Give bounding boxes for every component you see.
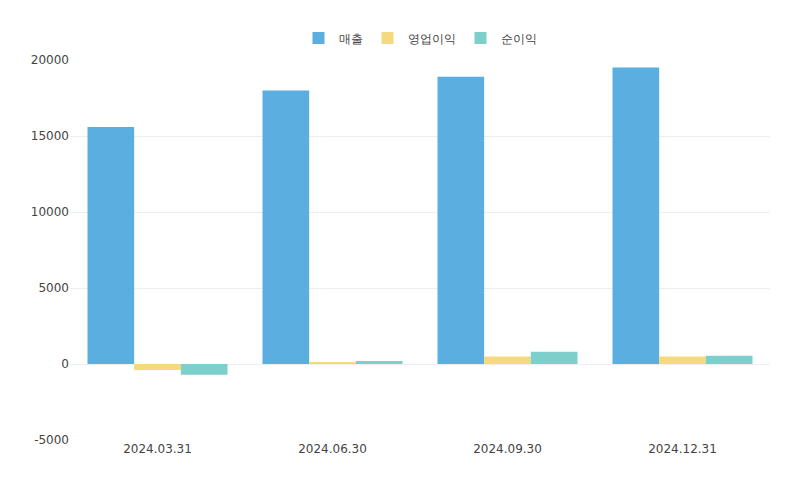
- svg-text:순이익: 순이익: [501, 32, 537, 46]
- svg-text:2024.06.30: 2024.06.30: [298, 442, 367, 456]
- svg-text:5000: 5000: [38, 281, 69, 295]
- svg-text:20000: 20000: [31, 53, 69, 67]
- svg-text:2024.12.31: 2024.12.31: [648, 442, 717, 456]
- svg-text:매출: 매출: [339, 32, 363, 46]
- svg-text:2024.09.30: 2024.09.30: [473, 442, 542, 456]
- svg-text:2024.03.31: 2024.03.31: [123, 442, 192, 456]
- svg-text:0: 0: [61, 357, 69, 371]
- svg-text:10000: 10000: [31, 205, 69, 219]
- svg-text:영업이익: 영업이익: [408, 32, 456, 46]
- svg-text:15000: 15000: [31, 129, 69, 143]
- svg-text:-5000: -5000: [34, 433, 69, 447]
